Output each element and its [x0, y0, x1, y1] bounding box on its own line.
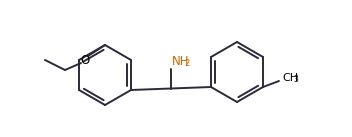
Text: O: O [80, 54, 90, 66]
Text: CH: CH [282, 73, 298, 83]
Text: NH: NH [172, 55, 189, 68]
Text: 2: 2 [184, 58, 190, 68]
Text: 3: 3 [293, 75, 298, 85]
